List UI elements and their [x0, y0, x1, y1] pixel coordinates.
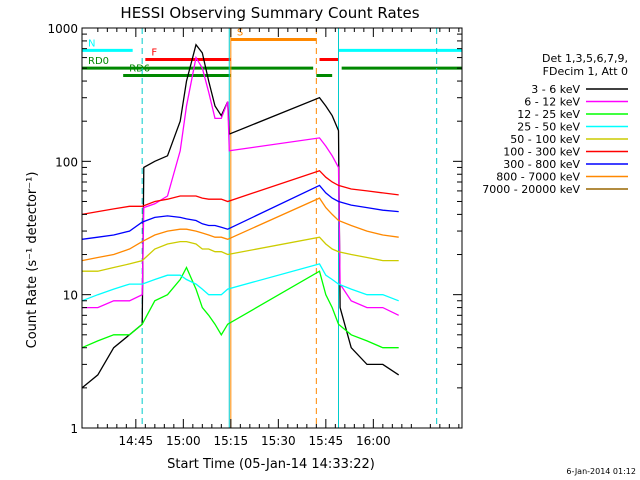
legend: Det 1,3,5,6,7,9,FDecim 1, Att 0 3 - 6 keV… [482, 52, 628, 196]
chart-title: HESSI Observing Summary Count Rates [120, 4, 419, 22]
state-bar-label: RD6 [129, 64, 150, 75]
x-tick-label: 14:45 [119, 434, 154, 448]
series-line-3 [81, 263, 399, 302]
y-tick-label: 10 [63, 289, 78, 303]
y-tick-label: 1000 [47, 22, 78, 36]
legend-entry-label: 12 - 25 keV [517, 108, 580, 121]
series-layer [81, 43, 400, 389]
legend-entry-label: 7000 - 20000 keV [482, 183, 580, 196]
x-tick-label: 15:30 [261, 434, 296, 448]
legend-header: Det 1,3,5,6,7,9, [542, 52, 628, 65]
state-bar-label: S [237, 27, 243, 38]
x-tick-label: 15:45 [309, 434, 344, 448]
legend-entry-label: 50 - 100 keV [510, 133, 580, 146]
y-axis-label: Count Rate (s⁻¹ detector⁻¹) [25, 172, 40, 349]
state-bar-label: F [151, 48, 157, 59]
series-line-5 [81, 169, 399, 216]
x-tick-label: 16:00 [356, 434, 391, 448]
series-line-4 [82, 236, 399, 272]
axes: 1 10 100 1000 14:45 15:00 15:15 15:30 15:45 16:00 [47, 22, 463, 448]
x-tick-label: 15:00 [166, 434, 201, 448]
series-line-1 [82, 55, 399, 316]
plot-frame [81, 27, 463, 429]
footnote-timestamp: 6-Jan-2014 01:12 [566, 467, 636, 476]
series-line-2 [81, 266, 399, 349]
series-line-0 [81, 43, 400, 389]
legend-entry-label: 100 - 300 keV [503, 146, 580, 159]
y-tick-label: 1 [70, 422, 78, 436]
instrument-state-bars: N F S RD0 RD6 [82, 27, 462, 78]
x-axis-label: Start Time (05-Jan-14 14:33:22) [167, 457, 375, 472]
x-tick-label: 15:15 [214, 434, 249, 448]
y-tick-label: 100 [55, 155, 78, 169]
legend-entry-label: 6 - 12 keV [524, 96, 580, 109]
state-bar-label: N [88, 38, 95, 49]
series-line-6 [81, 184, 399, 240]
legend-entry-label: 300 - 800 keV [503, 158, 580, 171]
state-bar-label: RD0 [88, 56, 109, 67]
legend-header: FDecim 1, Att 0 [543, 65, 628, 78]
legend-entry-label: 25 - 50 keV [517, 121, 580, 134]
series-line-7 [81, 197, 399, 262]
event-vlines [141, 28, 438, 428]
legend-entry-label: 800 - 7000 keV [496, 171, 580, 184]
legend-entry-label: 3 - 6 keV [531, 83, 580, 96]
